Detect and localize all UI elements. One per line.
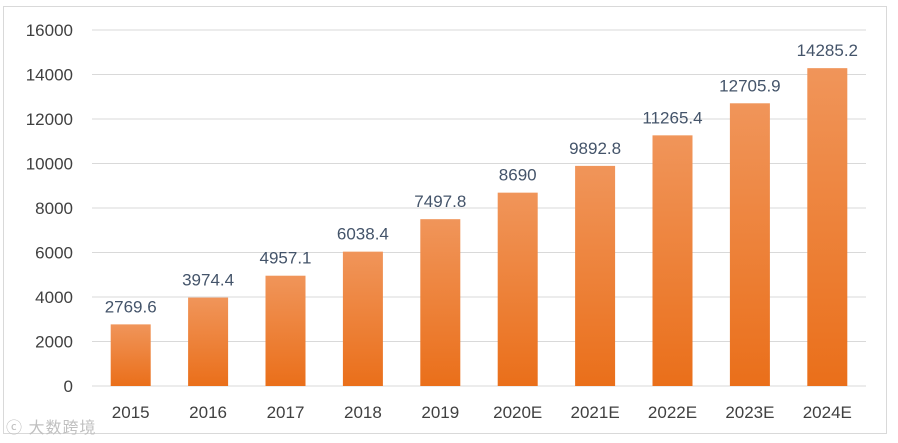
x-tick-label-2017: 2017 <box>267 403 305 422</box>
y-tick-label: 8000 <box>35 199 73 218</box>
x-tick-label-2015: 2015 <box>112 403 150 422</box>
x-tick-label-2021E: 2021E <box>571 403 620 422</box>
x-tick-label-2018: 2018 <box>344 403 382 422</box>
watermark-text: 大数跨境 <box>28 420 97 437</box>
x-tick-label-2020E: 2020E <box>493 403 542 422</box>
x-axis-ticks: 2015 2016 2017 2018 2019 2020E 2021E 2022E 2023E… <box>112 403 852 422</box>
x-tick-label-2016: 2016 <box>189 403 227 422</box>
bar-2023E <box>729 103 770 386</box>
x-tick-label-2019: 2019 <box>421 403 459 422</box>
data-label-2024E: 14285.2 <box>797 41 858 60</box>
watermark: ⓒ 大数跨境 <box>6 414 96 438</box>
y-tick-label: 2000 <box>35 333 73 352</box>
y-axis-ticks: 0 2000 4000 6000 8000 10000 12000 14000 16000 <box>26 21 73 396</box>
y-tick-label: 12000 <box>26 110 73 129</box>
logo-icon: ⓒ <box>6 420 24 437</box>
data-label-2020E: 8690 <box>499 166 537 185</box>
data-labels: 2769.6 3974.4 4957.1 6038.4 7497.8 8690 9892.8… <box>105 41 858 316</box>
bars <box>110 68 848 386</box>
bar-2016 <box>188 297 229 386</box>
data-label-2018: 6038.4 <box>337 225 389 244</box>
x-tick-label-2024E: 2024E <box>803 403 852 422</box>
data-label-2017: 4957.1 <box>260 249 312 268</box>
data-label-2015: 2769.6 <box>105 297 157 316</box>
y-tick-label: 4000 <box>35 288 73 307</box>
data-label-2021E: 9892.8 <box>569 139 621 158</box>
bar-2021E <box>575 165 616 386</box>
bar-2024E <box>807 68 848 386</box>
y-tick-label: 0 <box>64 377 73 396</box>
bar-2022E <box>652 135 693 386</box>
bar-2018 <box>342 251 383 386</box>
x-tick-label-2023E: 2023E <box>725 403 774 422</box>
y-tick-label: 6000 <box>35 244 73 263</box>
y-tick-label: 14000 <box>26 66 73 85</box>
bar-2017 <box>265 275 306 386</box>
data-label-2022E: 11265.4 <box>642 108 702 127</box>
data-label-2019: 7497.8 <box>414 192 466 211</box>
y-tick-label: 10000 <box>26 155 73 174</box>
bar-2019 <box>420 219 461 386</box>
data-label-2023E: 12705.9 <box>719 76 780 95</box>
y-tick-label: 16000 <box>26 21 73 40</box>
x-tick-label-2022E: 2022E <box>648 403 697 422</box>
data-label-2016: 3974.4 <box>182 271 234 290</box>
bar-2015 <box>110 324 151 386</box>
bar-2020E <box>497 192 538 386</box>
